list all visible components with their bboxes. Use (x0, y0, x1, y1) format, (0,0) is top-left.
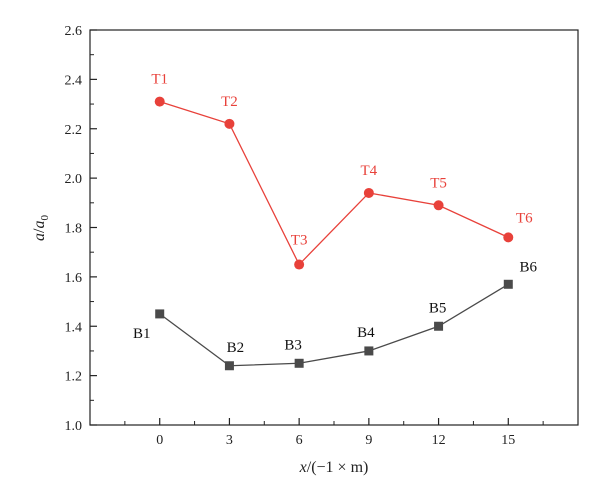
x-tick-label: 0 (156, 433, 163, 448)
data-point (503, 279, 513, 289)
x-tick-label: 3 (226, 433, 233, 448)
x-axis: 0 3 6 9 12 15 (156, 418, 515, 448)
y-tick-label: 2.4 (65, 73, 83, 88)
y-tick-label: 2.0 (65, 172, 83, 187)
series-B: B1 B2 B3 B4 B5 B6 (133, 259, 538, 371)
point-label: T4 (361, 163, 378, 179)
plot-frame (89, 29, 579, 426)
point-label: T2 (221, 94, 238, 110)
y-axis: 1.0 1.2 1.4 1.6 1.8 2.0 2.2 2.4 2.6 (65, 24, 97, 434)
y-tick-label: 1.6 (65, 271, 83, 286)
y-tick-label: 1.2 (65, 370, 83, 385)
data-point (294, 259, 305, 270)
point-label: B2 (227, 340, 245, 356)
data-point (154, 96, 165, 107)
data-point (364, 346, 374, 356)
point-label: T5 (430, 175, 447, 191)
x-tick-label: 6 (296, 433, 303, 448)
x-tick-label: 15 (501, 433, 515, 448)
data-point (294, 358, 304, 368)
x-axis-title: x/(−1 × m) (299, 459, 369, 476)
data-point (503, 232, 514, 243)
point-label: T3 (291, 233, 308, 249)
minor-ticks (90, 54, 544, 425)
data-point (224, 361, 234, 371)
data-point (433, 200, 444, 211)
y-tick-label: 1.8 (65, 222, 83, 237)
point-label: B5 (429, 300, 447, 316)
data-point (434, 321, 444, 331)
y-tick-label: 1.4 (65, 320, 83, 335)
point-label: T6 (516, 210, 533, 226)
point-label: B3 (284, 337, 302, 353)
x-tick-label: 9 (365, 433, 372, 448)
point-label: T1 (151, 72, 168, 88)
series-layer: T1 T2 T3 T4 T5 T6 B1 B2 B3 B4 B5 B6 (133, 72, 538, 371)
series-line (159, 100, 509, 266)
y-tick-label: 2.2 (65, 123, 83, 138)
y-tick-label: 2.6 (65, 24, 83, 39)
point-label: B1 (133, 326, 151, 342)
y-tick-label: 1.0 (65, 419, 83, 434)
y-axis-title: a/a0 (31, 215, 51, 241)
data-point (155, 309, 165, 319)
point-label: B6 (520, 259, 538, 275)
data-point (363, 187, 374, 198)
series-T: T1 T2 T3 T4 T5 T6 (151, 72, 533, 270)
data-point (224, 118, 235, 129)
x-tick-label: 12 (432, 433, 446, 448)
series-line (159, 283, 509, 367)
point-label: B4 (357, 325, 375, 341)
